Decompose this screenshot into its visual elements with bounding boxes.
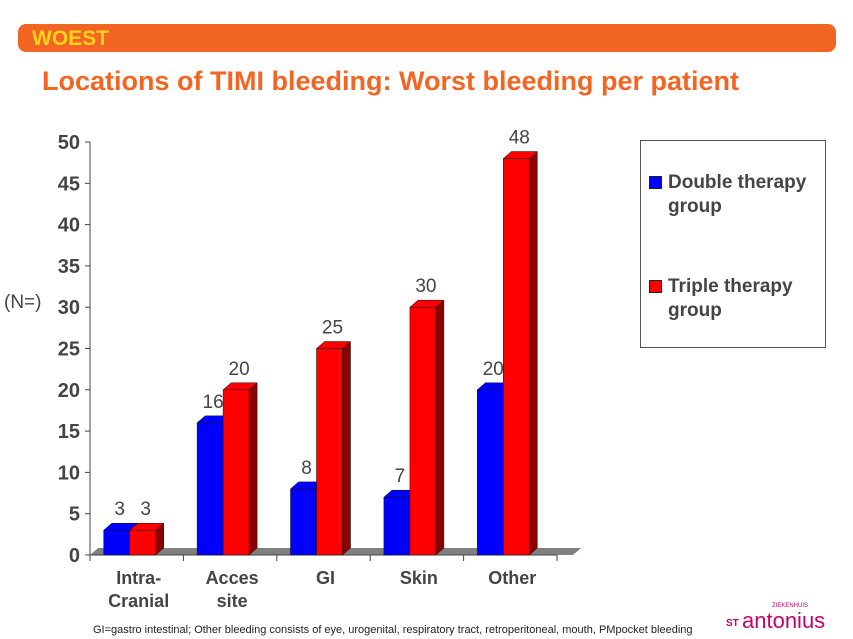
y-tick-label: 45 (58, 173, 80, 195)
x-tick-label: Cranial (108, 591, 169, 611)
header-label: WOEST (32, 27, 109, 50)
legend-swatch-double (649, 176, 662, 189)
y-tick-label: 5 (69, 504, 80, 526)
data-label: 20 (229, 359, 250, 380)
bar-triple (222, 389, 250, 556)
legend-swatch-triple (649, 280, 662, 293)
y-tick-label: 25 (58, 339, 80, 361)
bar-side (248, 382, 258, 556)
bar-double (383, 496, 411, 556)
y-tick-label: 15 (58, 421, 80, 443)
legend-item-double: Double therapy group (649, 171, 828, 219)
legend-label-triple: Triple therapy group (668, 276, 793, 321)
y-tick-label: 35 (58, 256, 80, 278)
data-label: 20 (483, 359, 504, 380)
data-label: 25 (322, 318, 343, 339)
x-tick-label: Other (488, 568, 536, 588)
bar-side (435, 299, 445, 556)
bar-side (529, 150, 538, 556)
data-label: 3 (114, 499, 125, 520)
y-tick-label: 10 (58, 462, 80, 484)
data-label: 7 (395, 466, 406, 487)
bar-double (477, 389, 504, 556)
bar-double (103, 529, 130, 556)
x-tick-label: Acces (206, 568, 259, 588)
y-tick-label: 30 (58, 297, 80, 319)
data-label: 8 (301, 458, 312, 479)
data-label: 16 (203, 392, 224, 413)
logo-prefix: ST (726, 618, 739, 629)
bar-double (196, 422, 224, 556)
x-tick-label: site (217, 591, 248, 611)
bar-triple (503, 158, 530, 556)
x-tick-label: Skin (400, 568, 438, 588)
header-bar: WOEST (18, 24, 836, 52)
logo-name: antonius (742, 608, 825, 632)
bar-triple (409, 306, 437, 556)
y-tick-label: 50 (58, 132, 80, 154)
x-tick-label: Intra- (116, 568, 161, 588)
y-tick-label: 40 (58, 215, 80, 237)
slide-title: Locations of TIMI bleeding: Worst bleedi… (42, 66, 740, 96)
data-label: 3 (140, 499, 151, 520)
legend-item-triple: Triple therapy group (649, 275, 828, 323)
y-tick-label: 20 (58, 380, 80, 402)
bar-triple (129, 529, 156, 556)
bar-triple (316, 348, 343, 556)
chart-legend: Double therapy group Triple therapy grou… (640, 140, 826, 348)
logo-small-text: ZIEKENHUIS (772, 603, 808, 609)
x-tick-label: GI (316, 568, 335, 588)
y-axis-label: (N=) (4, 292, 42, 313)
bar-double (290, 488, 317, 556)
data-label: 30 (415, 276, 436, 297)
footnote: GI=gastro intestinal; Other bleeding con… (93, 624, 693, 636)
y-tick-label: 0 (69, 545, 80, 567)
bar-side (342, 340, 351, 556)
st-antonius-logo: ZIEKENHUIS ST antonius (726, 603, 825, 632)
data-label: 48 (509, 128, 530, 149)
legend-label-double: Double therapy group (668, 172, 807, 217)
